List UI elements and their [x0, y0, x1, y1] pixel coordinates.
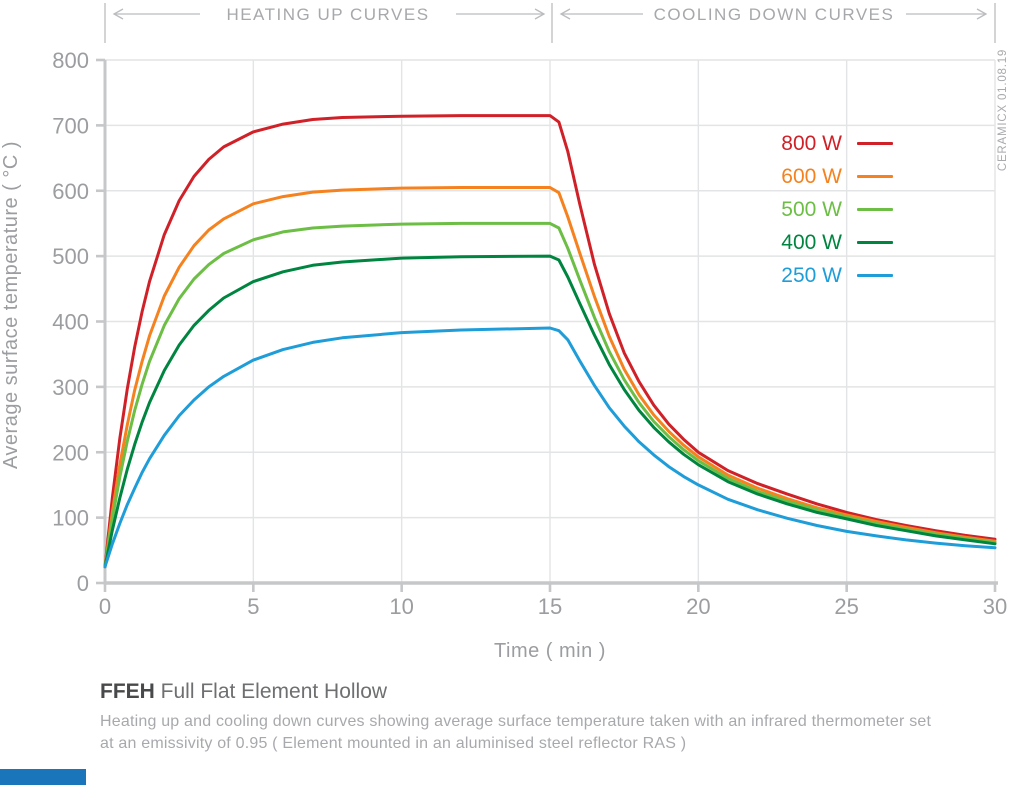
caption-subtitle-line1: Heating up and cooling down curves showi… — [100, 713, 932, 730]
legend-label: 600 W — [781, 164, 842, 188]
y-tick-label: 600 — [52, 179, 89, 204]
legend-swatch — [857, 174, 893, 179]
y-axis-title: Average surface temperature ( °C ) — [0, 141, 22, 469]
legend-swatch — [857, 141, 893, 146]
x-tick-label: 20 — [686, 594, 710, 619]
y-tick-label: 700 — [52, 113, 89, 138]
gridlines — [105, 59, 996, 583]
series-line-400-W — [103, 254, 997, 569]
brand-bar — [0, 769, 86, 785]
series-lines — [103, 114, 997, 569]
region-label-heating: HEATING UP CURVES — [226, 5, 429, 24]
legend-item: 500 W — [752, 193, 893, 226]
caption-subtitle: Heating up and cooling down curves showi… — [100, 711, 931, 754]
y-tick-label: 500 — [52, 244, 89, 269]
x-tick-label: 0 — [99, 594, 111, 619]
y-tick-label: 800 — [52, 48, 89, 73]
x-tick-label: 15 — [538, 594, 562, 619]
legend-label: 500 W — [781, 197, 842, 221]
y-tick-label: 400 — [52, 310, 89, 335]
arrow-head-right-icon — [976, 8, 988, 20]
legend-swatch — [857, 240, 893, 245]
series-line-500-W — [103, 221, 997, 569]
legend: 800 W 600 W 500 W 400 W 250 W — [752, 127, 893, 292]
caption-subtitle-line2: at an emissivity of 0.95 ( Element mount… — [100, 734, 687, 752]
x-tick-label: 10 — [389, 594, 413, 619]
legend-item: 250 W — [752, 259, 893, 292]
region-label-cooling: COOLING DOWN CURVES — [654, 5, 895, 24]
legend-label: 400 W — [781, 230, 842, 254]
y-tick-label: 100 — [52, 506, 89, 531]
arrow-head-right-icon — [534, 8, 546, 20]
x-tick-label: 5 — [247, 594, 259, 619]
x-axis-title: Time ( min ) — [494, 640, 606, 662]
caption-title: FFEH Full Flat Element Hollow — [100, 680, 387, 704]
arrow-head-left-icon — [559, 8, 571, 20]
y-tick-label: 300 — [52, 375, 89, 400]
legend-label: 250 W — [781, 263, 842, 287]
axes: 0 100 200 300 400 500 600 700 800 0 5 10 15 20 25 30 — [52, 48, 1007, 619]
watermark: CERAMICX 01.08.19 — [997, 49, 1009, 171]
legend-item: 400 W — [752, 226, 893, 259]
y-tick-label: 200 — [52, 440, 89, 465]
series-line-800-W — [103, 114, 997, 569]
series-line-600-W — [103, 186, 997, 569]
series-line-250-W — [103, 326, 997, 569]
caption-title-text: Full Flat Element Hollow — [154, 680, 388, 703]
legend-swatch — [857, 207, 893, 212]
x-tick-label: 30 — [983, 594, 1007, 619]
region-annotations — [104, 3, 996, 43]
legend-item: 600 W — [752, 160, 893, 193]
legend-label: 800 W — [781, 131, 842, 155]
y-tick-label: 0 — [77, 571, 89, 596]
legend-swatch — [857, 273, 893, 278]
arrow-head-left-icon — [112, 8, 124, 20]
caption-title-code: FFEH — [100, 680, 155, 703]
x-tick-label: 25 — [834, 594, 858, 619]
legend-item: 800 W — [752, 127, 893, 160]
